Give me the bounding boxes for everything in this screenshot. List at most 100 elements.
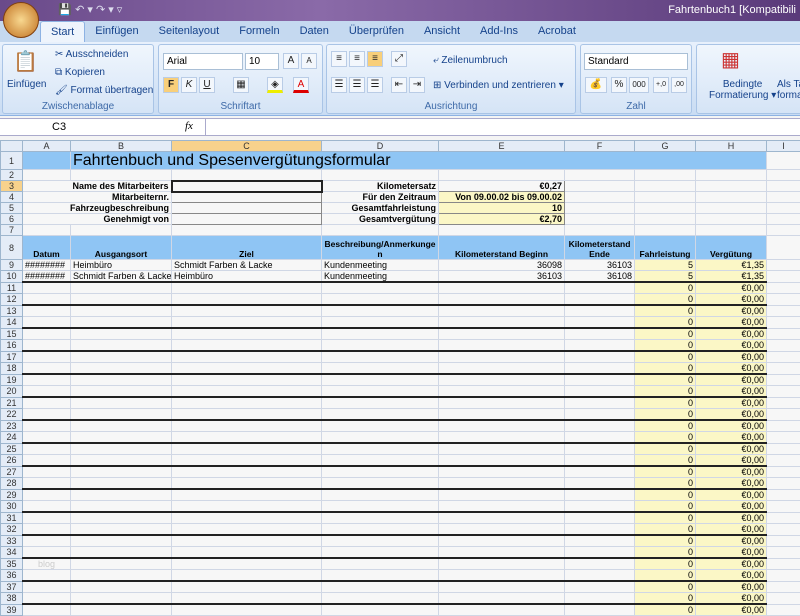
decrease-indent-icon[interactable]: ⇤ [391,77,407,93]
label-right[interactable]: Für den Zeitraum [322,192,439,203]
data-cell[interactable] [322,524,439,536]
data-cell[interactable] [172,317,322,329]
shrink-font-button[interactable]: A [301,53,317,69]
data-cell[interactable] [71,386,172,398]
row-header-33[interactable]: 33 [1,535,23,547]
data-cell[interactable]: €0,00 [696,593,767,605]
column-header-h[interactable]: H [696,141,767,152]
data-cell[interactable]: Schmidt Farben & Lacke [172,260,322,271]
row-header-36[interactable]: 36 [1,570,23,582]
data-cell[interactable] [439,524,565,536]
data-cell[interactable] [322,455,439,467]
data-cell[interactable] [565,282,635,294]
row-header-19[interactable]: 19 [1,374,23,386]
data-cell[interactable] [23,547,71,559]
row-header-5[interactable]: 5 [1,203,23,214]
cell[interactable] [635,192,696,203]
grow-font-button[interactable]: A [283,53,299,69]
data-cell[interactable] [23,604,71,616]
cell[interactable] [635,181,696,192]
cell[interactable] [172,225,322,236]
data-cell[interactable] [322,397,439,409]
label-left[interactable]: Mitarbeiternr. [23,192,172,203]
data-cell[interactable] [23,501,71,513]
cell[interactable] [767,524,800,536]
data-cell[interactable]: €0,00 [696,363,767,375]
header-8[interactable]: Vergütung [696,236,767,260]
font-color-button[interactable]: A [293,77,309,93]
cell[interactable] [635,225,696,236]
data-cell[interactable] [322,340,439,352]
data-cell[interactable] [172,547,322,559]
cell[interactable] [767,455,800,467]
data-cell[interactable]: €0,00 [696,501,767,513]
data-cell[interactable] [565,328,635,340]
data-cell[interactable] [322,512,439,524]
row-header-26[interactable]: 26 [1,455,23,467]
data-cell[interactable] [172,593,322,605]
data-cell[interactable] [71,535,172,547]
sheet-title[interactable]: Fahrtenbuch und Spesenvergütungsformular [71,152,767,170]
tab-ueberpruefen[interactable]: Überprüfen [339,21,414,42]
data-cell[interactable] [565,501,635,513]
label-left[interactable]: Fahrzeugbeschreibung [23,203,172,214]
data-cell[interactable] [23,535,71,547]
data-cell[interactable] [322,386,439,398]
cell[interactable] [696,225,767,236]
align-middle-icon[interactable]: ≡ [349,51,365,67]
data-cell[interactable]: Schmidt Farben & Lacke [71,271,172,283]
data-cell[interactable] [71,455,172,467]
data-cell[interactable] [172,420,322,432]
data-cell[interactable]: €0,00 [696,328,767,340]
cell[interactable] [767,317,800,329]
data-cell[interactable] [565,294,635,306]
data-cell[interactable] [439,558,565,570]
label-right[interactable]: Kilometersatz [322,181,439,192]
data-cell[interactable] [565,581,635,593]
data-cell[interactable] [71,420,172,432]
data-cell[interactable] [565,409,635,421]
data-cell[interactable] [23,328,71,340]
data-cell[interactable] [565,420,635,432]
row-header-3[interactable]: 3 [1,181,23,192]
data-cell[interactable]: 0 [635,443,696,455]
data-cell[interactable]: €1,35 [696,271,767,283]
cell[interactable] [767,558,800,570]
cell[interactable] [767,214,800,225]
cell[interactable] [767,351,800,363]
data-cell[interactable]: ######## [23,271,71,283]
cell[interactable] [767,192,800,203]
data-cell[interactable] [439,443,565,455]
data-cell[interactable] [565,363,635,375]
data-cell[interactable]: €0,00 [696,397,767,409]
font-size-select[interactable]: 10 [245,53,279,70]
percent-button[interactable]: % [611,77,627,93]
data-cell[interactable] [172,478,322,490]
data-cell[interactable] [322,432,439,444]
data-cell[interactable]: €0,00 [696,558,767,570]
data-cell[interactable] [565,443,635,455]
paste-button[interactable]: Einfügen [7,79,46,90]
data-cell[interactable]: €0,00 [696,432,767,444]
data-cell[interactable] [71,317,172,329]
column-header-i[interactable]: I [767,141,800,152]
input-cell[interactable] [172,192,322,203]
data-cell[interactable] [439,570,565,582]
row-header-27[interactable]: 27 [1,466,23,478]
data-cell[interactable]: €0,00 [696,282,767,294]
format-painter-button[interactable]: 🖌 Format übertragen [55,85,153,96]
cell[interactable] [767,593,800,605]
row-header-7[interactable]: 7 [1,225,23,236]
format-as-table-button[interactable]: Als Taformat [777,79,800,101]
cell[interactable] [767,203,800,214]
data-cell[interactable] [439,432,565,444]
row-header-11[interactable]: 11 [1,282,23,294]
data-cell[interactable] [565,374,635,386]
data-cell[interactable] [439,305,565,317]
cell[interactable] [696,170,767,181]
data-cell[interactable] [322,420,439,432]
data-cell[interactable] [322,374,439,386]
data-cell[interactable] [322,351,439,363]
data-cell[interactable] [172,409,322,421]
data-cell[interactable]: €0,00 [696,466,767,478]
